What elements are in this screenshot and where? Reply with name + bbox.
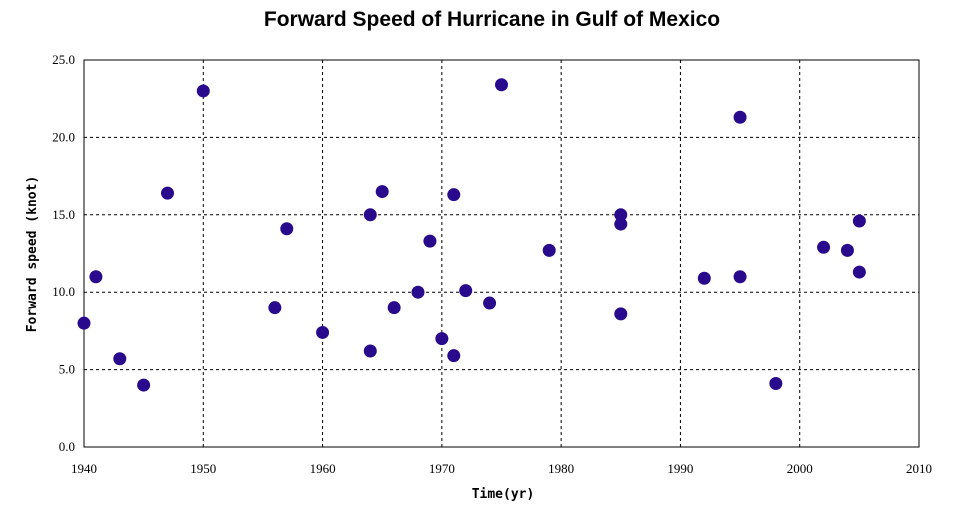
data-point [280, 222, 294, 236]
data-point [733, 270, 747, 284]
data-point [614, 217, 628, 231]
plot-area [83, 59, 920, 448]
data-point [316, 325, 330, 339]
y-tick-label: 10.0 [52, 284, 75, 299]
data-point [161, 186, 174, 200]
data-point [769, 377, 783, 391]
data-point [614, 208, 628, 222]
x-tick-label: 2010 [906, 461, 932, 476]
y-tick-label: 15.0 [52, 207, 75, 222]
x-tick-label: 1990 [667, 461, 693, 476]
data-point [542, 243, 556, 257]
data-point [459, 284, 473, 298]
data-point [852, 265, 866, 279]
tick-labels: 1940 1950 1960 1970 1980 1990 2000 2010 0.0 5.0 10… [52, 52, 932, 476]
data-point [423, 234, 437, 248]
y-tick-label: 0.0 [59, 439, 75, 454]
data-point [840, 243, 854, 257]
data-point [483, 296, 497, 310]
data-point [89, 270, 103, 284]
x-tick-label: 1970 [429, 461, 455, 476]
x-tick-label: 1940 [71, 461, 97, 476]
chart-title: Forward Speed of Hurricane in Gulf of Me… [264, 8, 720, 31]
y-tick-label: 20.0 [52, 129, 75, 144]
x-tick-label: 1960 [310, 461, 336, 476]
data-points [77, 78, 866, 392]
y-axis-title: Forward speed (knot) [25, 176, 40, 333]
data-point [77, 316, 91, 330]
data-point [447, 349, 461, 363]
x-tick-label: 1980 [548, 461, 574, 476]
data-point [614, 307, 628, 321]
y-tick-label: 5.0 [59, 362, 75, 377]
data-point [375, 185, 389, 199]
data-point [435, 332, 449, 346]
data-point [363, 208, 377, 222]
data-point [733, 110, 747, 124]
gridlines [84, 60, 919, 447]
data-point [113, 352, 127, 366]
y-tick-label: 25.0 [52, 52, 75, 67]
data-point [495, 78, 508, 92]
data-point [363, 344, 377, 358]
data-point [137, 378, 151, 392]
data-point [852, 214, 866, 228]
data-point [697, 271, 711, 285]
data-point [196, 84, 210, 98]
data-point [447, 188, 461, 202]
x-axis-title: Time(yr) [472, 487, 535, 502]
x-tick-label: 1950 [190, 461, 216, 476]
data-point [817, 240, 831, 254]
x-tick-label: 2000 [787, 461, 813, 476]
data-point [268, 301, 282, 315]
data-point [387, 301, 401, 315]
data-point [411, 285, 425, 299]
